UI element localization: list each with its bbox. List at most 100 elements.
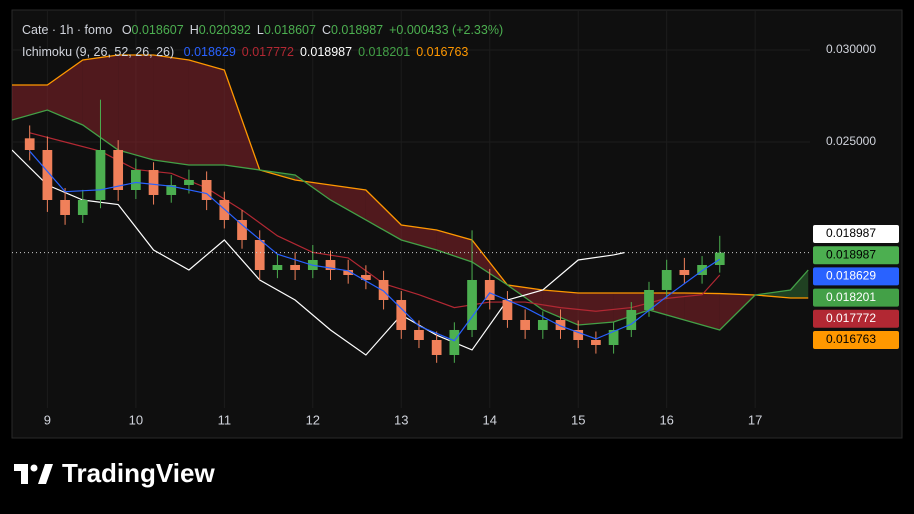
x-tick-label: 15: [571, 412, 585, 427]
price-label: 0.016763: [826, 332, 876, 346]
candle-body: [679, 270, 690, 275]
candle-body: [113, 150, 124, 191]
candle-body: [467, 279, 477, 330]
change: +0.000433 (+2.33%): [389, 23, 504, 37]
ohlc-item: C0.018987: [322, 23, 383, 37]
x-tick-label: 12: [306, 412, 320, 427]
branding: TradingView: [14, 458, 215, 489]
candle-body: [626, 309, 637, 330]
ohlc-value: 0.018987: [330, 23, 384, 37]
candle-body: [661, 270, 672, 290]
candle-body: [378, 279, 389, 300]
candle-body: [714, 252, 725, 265]
lagging-span: [12, 149, 625, 356]
ohlc-label: O: [121, 23, 132, 37]
price-label: 0.018201: [826, 290, 876, 304]
candle-body: [77, 199, 88, 215]
cloud-segment: [330, 184, 366, 220]
candle-body: [290, 264, 300, 271]
symbol-title: Cate · 1h · fomo: [22, 23, 113, 37]
price-label: 0.018629: [826, 269, 876, 283]
ohlc-item: L0.018607: [257, 23, 316, 37]
ohlc-label: L: [256, 23, 264, 37]
candle-body: [697, 264, 707, 275]
candle-body: [608, 329, 619, 346]
candle-body: [325, 259, 336, 271]
x-tick-label: 11: [218, 412, 232, 427]
price-label: 0.018987: [826, 226, 876, 240]
candle-body: [254, 239, 265, 271]
candle-body: [520, 319, 530, 330]
x-tick-label: 14: [483, 412, 497, 427]
candle-body: [555, 319, 566, 330]
candle-body: [502, 299, 513, 320]
price-label-box: [813, 331, 899, 349]
cloud-segment: [118, 55, 154, 160]
ohlc-label: C: [321, 23, 331, 37]
price-label-box: [813, 225, 899, 243]
candle-body: [414, 329, 424, 340]
candle-body: [42, 150, 53, 200]
indicator-value: 0.017772: [241, 45, 294, 59]
price-label-box: [813, 246, 899, 265]
cloud-segment: [401, 224, 437, 251]
indicator-value: 0.018987: [299, 45, 353, 59]
x-tick-label: 17: [748, 412, 762, 427]
candle-body: [60, 199, 70, 215]
indicator-legend: Ichimoku (9, 26, 52, 26, 26) 0.018629 0.0…: [22, 45, 474, 59]
candle-body: [644, 289, 654, 310]
brand-name: TradingView: [62, 458, 215, 488]
ohlc-value: 0.020392: [198, 23, 251, 37]
price-label: 0.018987: [826, 247, 876, 261]
leading-span-a: [12, 109, 809, 331]
candle-body: [272, 264, 283, 271]
price-label-box: [813, 288, 899, 307]
ohlc-value: 0.018607: [263, 23, 316, 37]
ohlc-label: H: [189, 23, 199, 37]
ohlc-value: 0.018607: [131, 23, 184, 37]
ohlc-item: H0.020392: [190, 23, 251, 37]
cloud-segment: [755, 289, 791, 298]
candle-body: [166, 184, 177, 195]
candle-body: [361, 274, 371, 280]
candle-body: [449, 329, 460, 355]
candle-body: [343, 270, 354, 275]
y-tick-label: 0.025000: [826, 134, 876, 148]
candle-body: [95, 150, 106, 200]
price-label-box: [813, 309, 899, 328]
axes: 9 10 11 12 13 14 15 16 17 0.030000 0.025000 0.01898…: [44, 42, 899, 427]
logo: [14, 463, 53, 484]
cloud-segment: [47, 59, 83, 125]
candle-body: [431, 339, 442, 355]
candle-body: [219, 199, 230, 220]
x-tick-label: 16: [659, 412, 673, 427]
y-tick-label: 0.030000: [826, 42, 876, 56]
plot-area: [12, 10, 810, 408]
price-label-box: [813, 267, 899, 286]
cloud-segment: [684, 293, 720, 330]
price-label: 0.017772: [826, 311, 876, 325]
cloud-segment: [648, 293, 685, 320]
x-tick-label: 13: [394, 412, 408, 427]
candle-body: [184, 179, 194, 185]
candle-body: [148, 170, 159, 195]
chart-frame: [11, 9, 903, 439]
cloud-segment: [12, 84, 48, 120]
candle-body: [591, 339, 601, 346]
leading-span-b: [12, 54, 809, 299]
candle-body: [130, 170, 141, 191]
candle-body: [237, 219, 247, 240]
conversion-line: [29, 150, 721, 342]
candle-body: [484, 279, 495, 300]
symbol-legend: Cate · 1h · fomo O0.018607 H0.020392 L0.01…: [22, 23, 509, 37]
cloud-segment: [365, 190, 402, 240]
indicator-value: 0.016763: [416, 45, 469, 59]
candle-body: [201, 179, 212, 200]
indicator-label: Ichimoku (9, 26, 52, 26, 26): [22, 45, 175, 59]
indicator-value: 0.018629: [183, 45, 236, 59]
candle-body: [24, 138, 35, 151]
x-tick-label: 9: [44, 412, 51, 427]
candle-body: [573, 329, 584, 340]
